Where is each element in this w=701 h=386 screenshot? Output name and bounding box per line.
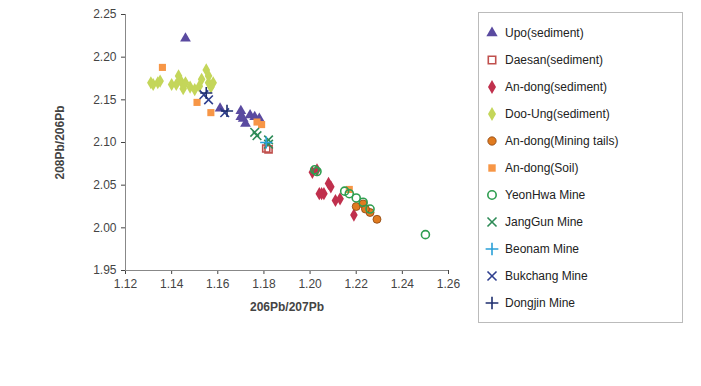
html-text:Dongjin Mine: Dongjin Mine: [505, 295, 575, 310]
svg-text:1.18: 1.18: [252, 277, 276, 291]
svg-text:208Pb/206Pb: 208Pb/206Pb: [53, 105, 67, 179]
svg-text:2.05: 2.05: [93, 178, 117, 192]
html-text:YeonHwa Mine: YeonHwa Mine: [505, 187, 586, 202]
html-text:An-dong(Soil): An-dong(Soil): [505, 160, 579, 175]
svg-text:206Pb/207Pb: 206Pb/207Pb: [250, 300, 324, 314]
svg-text:2.00: 2.00: [93, 221, 117, 235]
svg-text:1.12: 1.12: [114, 277, 138, 291]
html-text:Daesan(sediment): Daesan(sediment): [505, 52, 603, 67]
svg-text:2.25: 2.25: [93, 7, 117, 21]
html-text:An-dong(Mining tails): An-dong(Mining tails): [505, 133, 619, 148]
html-text:An-dong(sediment): An-dong(sediment): [505, 79, 608, 94]
svg-text:1.22: 1.22: [345, 277, 369, 291]
svg-text:2.20: 2.20: [93, 50, 117, 64]
html-text:Doo-Ung(sediment): Doo-Ung(sediment): [505, 106, 610, 121]
html-text:JangGun Mine: JangGun Mine: [505, 214, 583, 229]
html-text:Upo(sediment): Upo(sediment): [505, 25, 584, 40]
svg-text:1.20: 1.20: [298, 277, 322, 291]
html-text:Bukchang Mine: Bukchang Mine: [505, 268, 588, 283]
html-text:Beonam Mine: Beonam Mine: [505, 241, 579, 256]
svg-text:2.10: 2.10: [93, 135, 117, 149]
svg-text:1.14: 1.14: [160, 277, 184, 291]
svg-text:1.26: 1.26: [437, 277, 461, 291]
svg-text:1.24: 1.24: [391, 277, 415, 291]
svg-text:1.95: 1.95: [93, 263, 117, 277]
svg-text:2.15: 2.15: [93, 93, 117, 107]
svg-text:1.16: 1.16: [206, 277, 230, 291]
